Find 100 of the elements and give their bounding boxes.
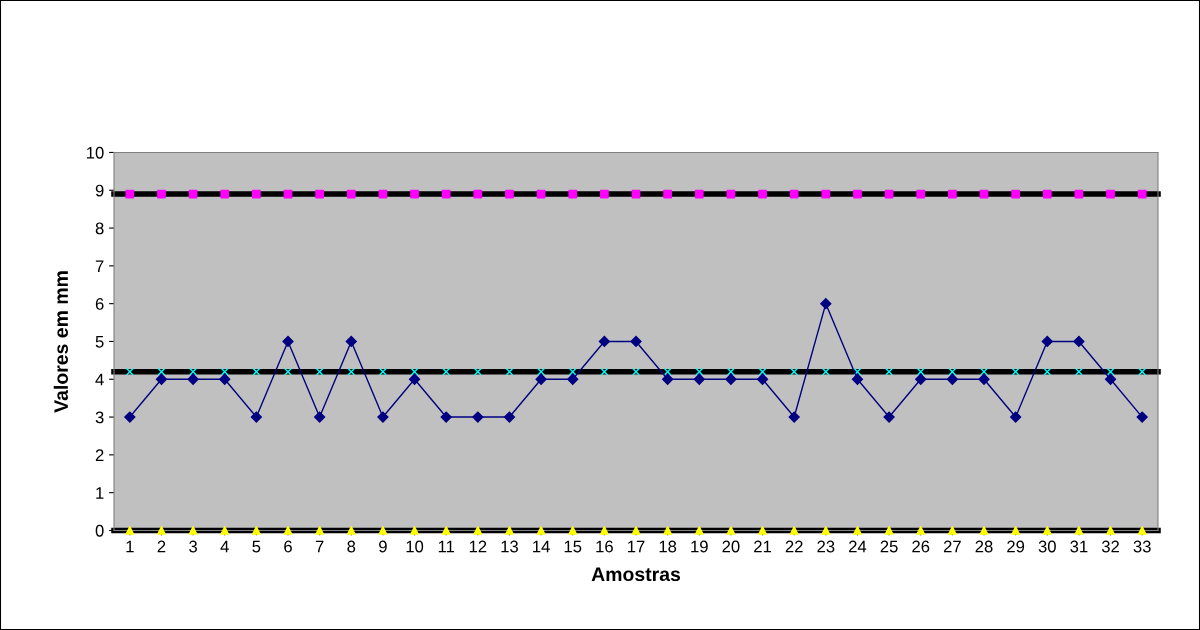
point xyxy=(788,411,800,423)
x-tick-label: 27 xyxy=(943,540,961,553)
point xyxy=(189,367,198,376)
point xyxy=(251,526,261,535)
y-tick-label: 1 xyxy=(96,487,104,499)
point xyxy=(220,526,230,535)
point xyxy=(283,526,293,535)
point xyxy=(188,526,198,535)
point xyxy=(1106,367,1115,376)
point xyxy=(1138,367,1147,376)
point xyxy=(314,411,326,423)
point xyxy=(472,411,484,423)
point xyxy=(440,411,452,423)
x-tick-label: 11 xyxy=(438,540,455,553)
point xyxy=(1073,335,1085,348)
point xyxy=(378,526,388,535)
point xyxy=(473,367,482,376)
point xyxy=(789,189,799,199)
point xyxy=(1106,189,1115,199)
point xyxy=(694,189,704,199)
point xyxy=(726,367,735,376)
point xyxy=(377,411,389,423)
point xyxy=(851,373,864,385)
x-tick-label: 23 xyxy=(817,540,835,553)
point xyxy=(347,367,356,376)
x-tick-label: 7 xyxy=(315,540,324,553)
point xyxy=(568,367,577,376)
y-tick-label: 3 xyxy=(95,411,104,424)
point xyxy=(853,189,862,199)
point xyxy=(1042,189,1052,199)
point xyxy=(315,189,325,199)
point xyxy=(695,367,704,376)
x-tick-label: 21 xyxy=(754,540,771,553)
point xyxy=(599,526,609,535)
point xyxy=(631,526,641,535)
x-tick-label: 26 xyxy=(912,540,930,553)
point xyxy=(663,189,673,199)
point xyxy=(947,526,957,535)
point xyxy=(219,373,231,385)
x-tick-label: 13 xyxy=(501,540,518,553)
point xyxy=(125,189,135,199)
point xyxy=(441,526,451,535)
x-tick-label: 9 xyxy=(379,540,387,553)
point xyxy=(598,335,610,348)
y-tick-label: 5 xyxy=(95,336,104,348)
x-tick-label: 32 xyxy=(1101,540,1119,553)
point xyxy=(568,189,578,199)
y-tick-label: 2 xyxy=(95,449,104,461)
point xyxy=(535,373,547,385)
point xyxy=(1043,367,1052,376)
point xyxy=(821,367,830,376)
point xyxy=(220,367,229,376)
x-tick-label: 30 xyxy=(1038,540,1056,553)
point xyxy=(694,526,704,535)
point xyxy=(157,526,166,535)
x-tick-label: 2 xyxy=(157,540,166,553)
point xyxy=(1011,189,1021,199)
point xyxy=(187,373,199,385)
point xyxy=(157,189,166,199)
point xyxy=(693,373,705,385)
point xyxy=(662,373,674,385)
point xyxy=(1106,526,1115,535)
point xyxy=(567,373,579,385)
point xyxy=(884,526,894,535)
point xyxy=(885,367,894,376)
y-tick-label: 10 xyxy=(87,146,104,159)
point xyxy=(1074,367,1083,376)
point xyxy=(473,526,483,535)
point xyxy=(536,526,546,535)
point xyxy=(1011,367,1020,376)
point xyxy=(537,367,546,376)
point xyxy=(346,526,356,535)
x-tick-label: 33 xyxy=(1133,540,1151,553)
x-tick-label: 31 xyxy=(1070,540,1088,553)
point xyxy=(632,367,640,376)
point xyxy=(1104,373,1117,385)
x-tick-label: 24 xyxy=(849,540,867,553)
point xyxy=(1011,526,1021,535)
point xyxy=(251,189,261,199)
point xyxy=(505,367,514,376)
point xyxy=(125,526,135,535)
x-tick-label: 18 xyxy=(659,540,677,553)
point xyxy=(821,189,831,199)
point xyxy=(756,373,769,385)
point xyxy=(408,373,421,385)
point xyxy=(250,411,262,423)
x-tick-label: 6 xyxy=(284,540,292,553)
x-tick-label: 17 xyxy=(628,540,645,553)
y-tick-label: 7 xyxy=(95,260,104,272)
point xyxy=(346,189,356,199)
x-tick-label: 15 xyxy=(564,540,582,553)
x-tick-label: 25 xyxy=(880,540,898,553)
point xyxy=(916,189,926,199)
x-tick-label: 8 xyxy=(347,540,356,553)
y-tick-label: 9 xyxy=(95,184,104,197)
point xyxy=(1137,526,1147,535)
point xyxy=(821,526,831,535)
point xyxy=(378,367,387,376)
point xyxy=(790,367,799,376)
x-tick-label: 3 xyxy=(189,540,197,553)
